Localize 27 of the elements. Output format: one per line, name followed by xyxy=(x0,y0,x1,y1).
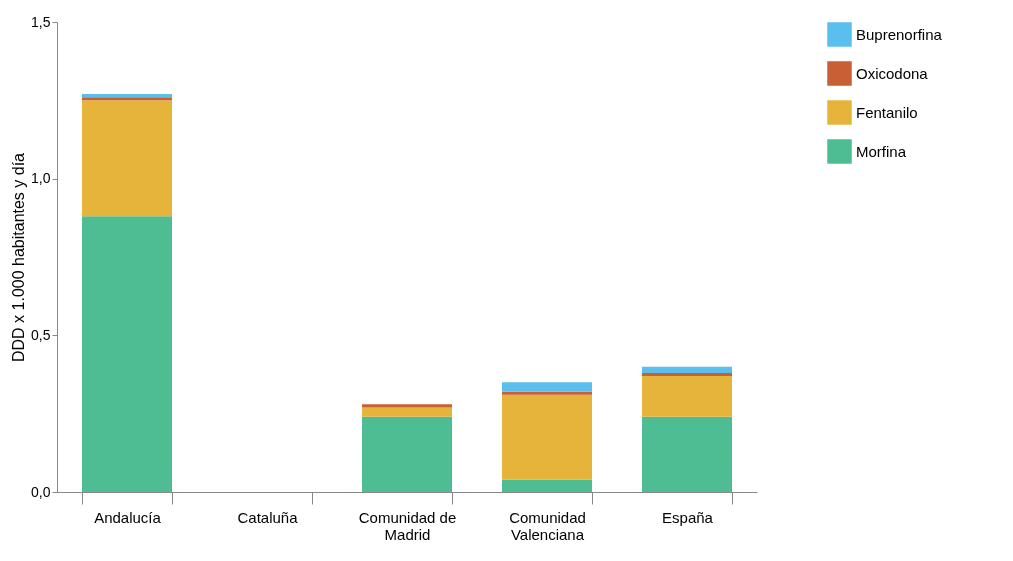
y-tick-label: 1,0 xyxy=(31,170,51,187)
bar xyxy=(362,416,452,492)
x-tick-label: Andalucía xyxy=(94,508,162,526)
y-tick-label: 0,5 xyxy=(31,326,51,343)
x-tick-label: España xyxy=(662,508,714,526)
y-tick-label: 0,0 xyxy=(31,483,51,500)
legend-label: Buprenorfina xyxy=(856,25,943,43)
bar xyxy=(642,372,732,377)
bar xyxy=(362,404,452,408)
legend-label: Morfina xyxy=(856,142,907,160)
bar xyxy=(502,479,592,492)
x-tick-label: Comunidad Valenciana xyxy=(509,508,586,543)
x-tick-label: Cataluña xyxy=(237,508,299,526)
bar xyxy=(502,391,592,395)
bar xyxy=(502,394,592,480)
bar xyxy=(642,366,732,373)
bar xyxy=(642,376,732,417)
legend-label: Oxicodona xyxy=(856,64,929,82)
bar xyxy=(82,100,172,217)
legend-label: Fentanilo xyxy=(856,103,918,121)
bar xyxy=(502,382,592,392)
y-tick-label: 1,5 xyxy=(31,13,51,30)
x-tick-label: Comunidad de Madrid xyxy=(358,508,457,543)
bar xyxy=(642,416,732,492)
bar xyxy=(362,407,452,417)
y-axis-title: DDD x 1.000 habitantes y día xyxy=(10,152,28,363)
bar xyxy=(82,216,172,492)
